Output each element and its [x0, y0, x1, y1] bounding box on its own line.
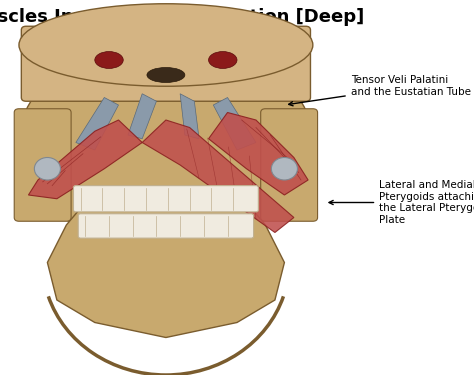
Polygon shape — [142, 120, 294, 232]
Ellipse shape — [19, 38, 313, 248]
Ellipse shape — [271, 158, 298, 180]
Ellipse shape — [35, 158, 61, 180]
Ellipse shape — [209, 52, 237, 68]
Ellipse shape — [95, 52, 123, 68]
Polygon shape — [213, 98, 256, 150]
Text: Posterior View: Posterior View — [103, 24, 228, 39]
FancyBboxPatch shape — [261, 109, 318, 221]
Polygon shape — [47, 202, 284, 338]
Ellipse shape — [147, 68, 185, 82]
Polygon shape — [128, 94, 156, 139]
FancyBboxPatch shape — [73, 186, 258, 212]
FancyBboxPatch shape — [14, 109, 71, 221]
Text: Lateral and Medial
Pterygoids attaching to
the Lateral Pterygoid
Plate: Lateral and Medial Pterygoids attaching … — [329, 180, 474, 225]
Text: Tensor Veli Palatini
and the Eustatian Tube: Tensor Veli Palatini and the Eustatian T… — [289, 75, 471, 106]
Polygon shape — [28, 120, 142, 199]
Polygon shape — [76, 98, 118, 150]
Polygon shape — [180, 94, 199, 139]
Text: Muscles Involved in Mastication [Deep]: Muscles Involved in Mastication [Deep] — [0, 8, 365, 26]
Polygon shape — [209, 112, 308, 195]
FancyBboxPatch shape — [78, 214, 254, 238]
Ellipse shape — [19, 4, 313, 86]
FancyBboxPatch shape — [21, 26, 310, 101]
